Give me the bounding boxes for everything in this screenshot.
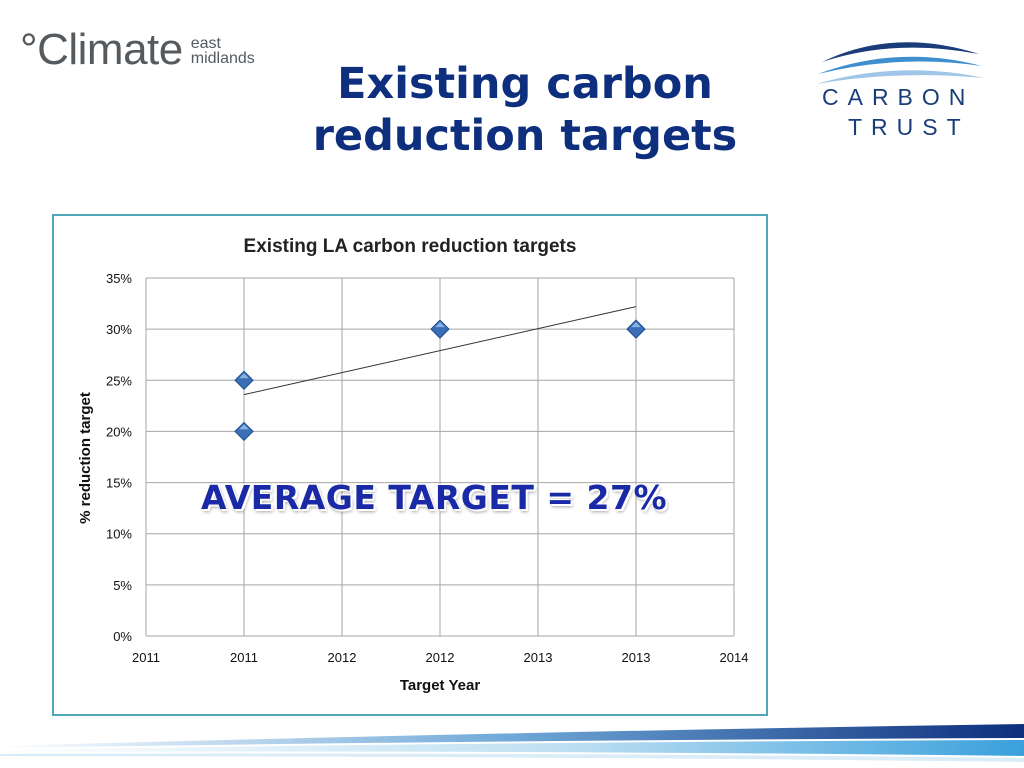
trendline xyxy=(243,306,637,396)
data-point-highlight xyxy=(239,373,249,379)
y-tick-label: 25% xyxy=(106,373,132,388)
chart-frame: Existing LA carbon reduction targets 0% 5… xyxy=(52,214,768,716)
slide-title-line1: Existing carbon xyxy=(337,59,713,109)
climate-logo-sub-east: east xyxy=(190,35,221,52)
slide-title-line2: reduction targets xyxy=(312,111,738,161)
x-tick-label: 2012 xyxy=(426,650,455,665)
carbon-trust-swoosh-icon xyxy=(816,42,984,84)
y-axis-ticks: 0% 5% 10% 15% 20% 25% 30% 35% xyxy=(106,271,132,644)
y-tick-label: 10% xyxy=(106,527,132,542)
x-axis-ticks: 2011 2011 2012 2012 2013 2013 2014 xyxy=(132,650,748,665)
slide-title: Existing carbon reduction targets xyxy=(260,58,790,162)
data-point-marker xyxy=(234,370,254,390)
y-tick-label: 0% xyxy=(113,629,132,644)
carbon-trust-logo: CARBON TRUST xyxy=(814,32,984,142)
average-target-callout: AVERAGE TARGET = 27% xyxy=(200,478,668,517)
carbon-trust-text-carbon: CARBON xyxy=(822,84,975,110)
y-tick-label: 15% xyxy=(106,476,132,491)
footer-swoosh-decoration xyxy=(0,724,1024,762)
climate-logo-sub-midlands: midlands xyxy=(190,50,255,67)
data-point-highlight xyxy=(435,322,445,328)
x-tick-label: 2013 xyxy=(622,650,651,665)
data-point-marker xyxy=(430,319,450,339)
y-tick-label: 30% xyxy=(106,322,132,337)
data-points xyxy=(234,319,646,442)
y-tick-label: 35% xyxy=(106,271,132,286)
climate-east-midlands-logo: °Climate east midlands xyxy=(20,28,255,72)
data-point-highlight xyxy=(631,322,641,328)
x-tick-label: 2011 xyxy=(132,650,160,665)
scatter-chart: Existing LA carbon reduction targets 0% 5… xyxy=(77,236,748,694)
y-tick-label: 5% xyxy=(113,578,132,593)
chart-title: Existing LA carbon reduction targets xyxy=(244,236,577,257)
y-axis-label: % reduction target xyxy=(77,392,94,524)
x-tick-label: 2011 xyxy=(230,650,258,665)
x-tick-label: 2013 xyxy=(524,650,553,665)
climate-logo-sub: east midlands xyxy=(190,35,255,67)
climate-logo-main: °Climate xyxy=(20,25,183,74)
data-point-marker xyxy=(626,319,646,339)
data-point-highlight xyxy=(239,424,249,430)
x-tick-label: 2012 xyxy=(328,650,357,665)
carbon-trust-text-trust: TRUST xyxy=(848,114,970,140)
x-tick-label: 2014 xyxy=(720,650,749,665)
y-tick-label: 20% xyxy=(106,424,132,439)
data-point-marker xyxy=(234,421,254,442)
x-axis-label: Target Year xyxy=(400,677,480,694)
